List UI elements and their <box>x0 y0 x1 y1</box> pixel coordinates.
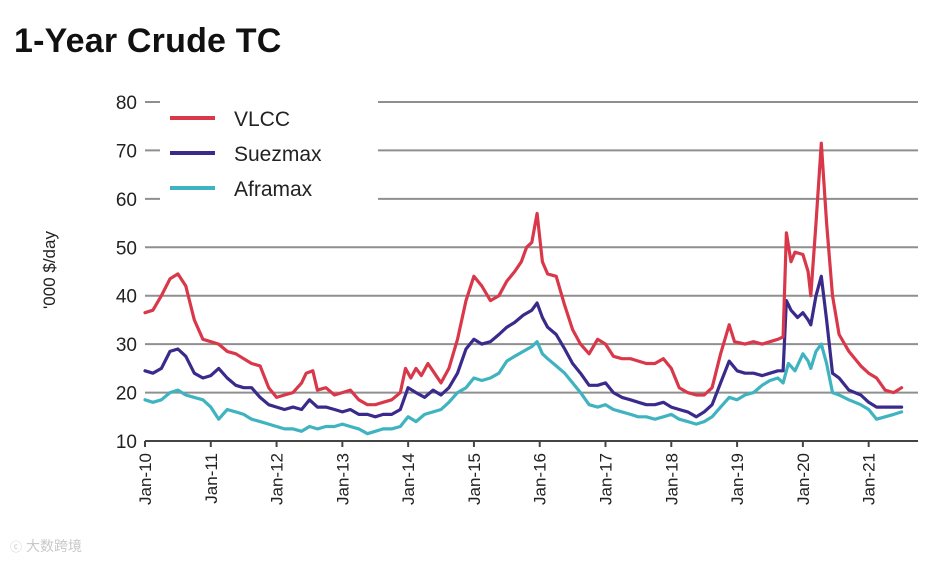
y-tick-label: 40 <box>116 287 137 308</box>
y-tick-label: 20 <box>116 384 137 405</box>
x-tick-label: Jan-21 <box>860 453 879 505</box>
legend: VLCC Suezmax Aframax <box>160 101 378 203</box>
y-tick-label: 50 <box>116 238 137 259</box>
series-line-vlcc <box>143 141 904 407</box>
x-tick-label: Jan-10 <box>136 453 155 505</box>
x-tick-label: Jan-11 <box>202 453 221 504</box>
watermark-text: 大数跨境 <box>26 539 83 555</box>
y-axis-ticks: 10 20 30 40 50 60 70 80 <box>116 93 137 453</box>
watermark: ⓒ 大数跨境 <box>10 536 82 556</box>
x-tick-label: Jan-17 <box>597 453 616 505</box>
x-tick-label: Jan-15 <box>465 453 484 505</box>
y-axis-label: '000 $/day <box>40 231 59 309</box>
y-tick-label: 80 <box>116 93 137 114</box>
y-tick-label: 10 <box>116 432 137 453</box>
x-tick-label: Jan-20 <box>794 453 813 505</box>
y-tick-label: 60 <box>116 190 137 211</box>
x-tick-label: Jan-12 <box>268 453 287 505</box>
series-line-suezmax <box>143 274 904 419</box>
series-lines <box>143 141 904 436</box>
legend-label-aframax: Aframax <box>234 178 313 201</box>
x-tick-label: Jan-14 <box>399 453 418 505</box>
x-tick-label: Jan-13 <box>333 453 352 505</box>
chart-title: 1-Year Crude TC <box>14 22 282 60</box>
y-tick-label: 70 <box>116 141 137 162</box>
legend-label-suezmax: Suezmax <box>234 143 322 166</box>
x-tick-label: Jan-16 <box>531 453 550 505</box>
watermark-logo-icon: ⓒ <box>10 539 23 554</box>
x-axis-ticks: Jan-10 Jan-11 Jan-12 Jan-13 Jan-14 Jan-15 Jan-… <box>136 441 879 505</box>
series-line-aframax <box>143 340 904 436</box>
legend-label-vlcc: VLCC <box>234 108 290 131</box>
y-tick-label: 30 <box>116 335 137 356</box>
x-tick-label: Jan-19 <box>728 453 747 505</box>
x-tick-label: Jan-18 <box>662 453 681 505</box>
